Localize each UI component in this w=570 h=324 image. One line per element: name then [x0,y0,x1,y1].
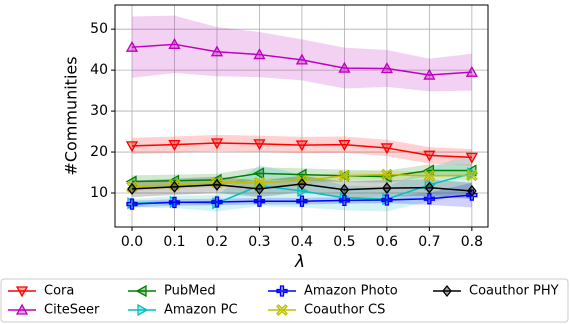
point [297,177,307,191]
y-axis-label: #Communities [62,56,81,175]
point [380,62,393,74]
point [382,182,392,195]
legend-label: Amazon PC [164,303,238,318]
legend-label: Cora [44,284,74,299]
point [125,40,139,52]
point [423,68,436,80]
point [210,45,224,57]
point [423,150,436,162]
legend-label: PubMed [164,284,216,299]
point [125,141,139,153]
series-line [131,142,472,159]
point [127,182,137,195]
legend-marker [137,303,149,317]
x-tick-label: 0.7 [418,234,440,250]
point [295,140,309,152]
series-line [131,183,472,192]
legend-label: CiteSeer [44,303,100,318]
series-line [131,173,472,188]
point [423,193,436,205]
point [168,196,181,209]
legend-marker [15,286,29,298]
point [381,194,393,206]
point [465,65,478,77]
y-tick-label: 40 [90,62,108,78]
series-line [131,169,472,183]
legend-marker [276,285,288,297]
point [465,169,478,182]
y-tick-label: 50 [90,21,108,37]
point [424,181,435,194]
point [210,138,224,150]
point [338,194,351,207]
plot-frame [114,4,489,228]
point [338,169,351,182]
point [339,183,350,196]
point [338,61,351,73]
point [465,152,478,164]
legend-marker [15,303,29,315]
x-tick-label: 0.3 [248,234,270,250]
x-tick-label: 0.6 [376,234,398,250]
legend-label: Coauthor PHY [469,284,559,299]
legend-frame [0,278,569,323]
point [254,182,265,195]
y-tick-label: 10 [90,185,108,201]
point [253,139,266,151]
point [169,180,180,193]
x-axis-label: λ [294,252,305,272]
point [253,195,266,207]
x-tick-label: 0.0 [121,234,143,250]
y-tick-label: 30 [90,103,108,119]
point [380,168,393,181]
point [212,178,222,191]
point [338,140,351,152]
point [126,198,138,210]
point [168,140,181,152]
legend-label: Coauthor CS [304,303,385,318]
legend: Cora CiteSeer PubMed Amazon PC Amazon Photo C… [0,278,569,323]
point [295,53,309,65]
point [467,184,477,197]
series-line [131,194,472,205]
x-tick-label: 0.5 [333,234,355,250]
x-tick-label: 0.4 [291,234,313,250]
point [423,169,436,182]
y-tick-label: 20 [90,144,108,160]
point [168,37,181,49]
point [296,195,308,207]
point [253,48,266,60]
x-tick-label: 0.1 [163,234,185,250]
point [380,143,393,155]
legend-marker [442,284,452,298]
x-tick-label: 0.8 [461,234,483,250]
legend-marker [276,304,288,316]
legend-label: Amazon Photo [304,284,398,299]
series-line [131,43,472,76]
legend-marker [135,284,147,298]
x-tick-label: 0.2 [206,234,228,250]
point [253,167,265,180]
point [211,196,223,208]
